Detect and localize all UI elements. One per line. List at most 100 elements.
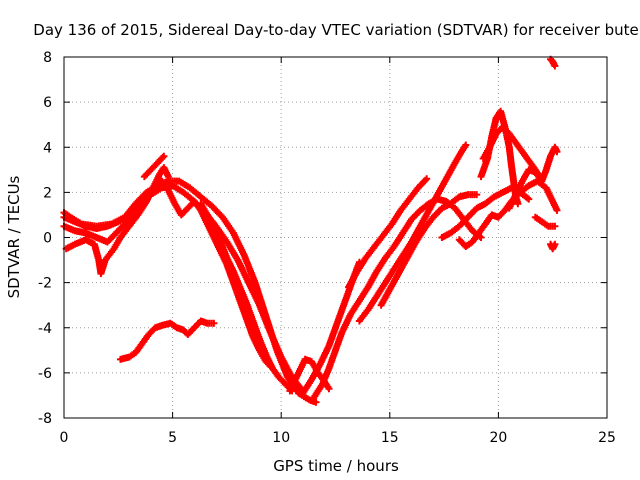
y-tick-label: -2 [38,276,52,292]
data-point [225,256,229,259]
data-point [449,202,452,205]
data-point [358,299,361,302]
data-point [206,213,209,217]
data-point [460,150,463,153]
data-point [84,225,87,228]
data-point [117,229,120,232]
data-point [99,272,103,275]
data-point [134,207,137,210]
y-tick-label: 0 [43,231,52,247]
data-point [310,378,313,381]
data-point [236,258,239,262]
data-point [340,308,344,311]
data-point [245,317,248,320]
data-point [167,188,170,192]
data-point [477,231,481,235]
data-point [445,177,448,180]
data-point [119,236,122,239]
x-tick-label: 5 [168,430,177,446]
data-point [160,324,163,327]
data-point [440,236,444,239]
grid [64,57,607,418]
data-point [327,367,331,370]
data-point [416,186,420,190]
data-point [225,240,229,244]
data-point [288,389,292,393]
data-point [327,387,331,390]
data-point [466,216,470,219]
data-point [397,272,400,275]
data-point [449,231,452,235]
data-point [492,195,496,199]
data-point [169,322,172,325]
y-tick-label: 2 [43,185,52,201]
data-point [73,243,77,246]
data-point [128,218,131,221]
data-point [366,285,370,289]
data-point [392,267,396,271]
data-point [425,177,428,180]
scatter-markers [116,317,218,363]
series-track-14 [377,191,481,309]
data-point [401,231,404,235]
data-point [128,355,131,359]
data-point [366,308,370,311]
data-point [212,227,216,230]
data-point [258,304,261,307]
y-tick-label: -6 [38,366,52,382]
data-point [182,328,185,332]
data-point [206,322,209,325]
data-point [238,285,242,289]
data-point [419,225,422,228]
data-point [65,247,68,250]
x-tick-label: 0 [60,430,69,446]
data-point [482,157,485,160]
data-point [340,331,344,334]
data-point [440,207,444,210]
data-point [503,209,507,212]
scatter-markers [531,213,559,230]
y-tick-label: 8 [43,50,52,66]
x-tick-label: 10 [272,430,290,446]
data-point [549,243,552,246]
data-point [149,168,153,171]
data-point [423,227,426,230]
data-point [458,225,461,228]
data-point [401,254,404,257]
data-point [349,313,352,316]
y-tick-label: 6 [43,95,52,111]
data-point [551,247,554,250]
data-point [180,213,183,217]
data-point [173,202,176,205]
y-tick-label: -4 [38,321,52,337]
data-point [303,358,307,361]
data-point [399,209,402,212]
data-point [390,222,394,226]
data-point [382,234,385,237]
data-point [269,331,272,334]
data-point [486,157,489,160]
data-point [219,240,222,244]
data-point [373,245,376,248]
data-point [243,254,246,257]
series-track-05 [140,152,168,181]
data-point [358,319,361,323]
data-point [521,150,524,153]
data-point [141,342,144,345]
data-point [512,179,515,183]
data-point [419,209,422,212]
scatter-markers [547,240,559,253]
data-point [258,349,261,352]
chart-title: Day 136 of 2015, Sidereal Day-to-day VTE… [33,21,638,39]
data-point [251,335,255,338]
data-point [277,376,281,379]
data-point [158,173,161,176]
data-point [128,213,131,217]
data-point [475,207,478,210]
data-point [490,213,494,217]
series-track-19 [505,143,561,212]
data-point [117,220,120,223]
series-track-22 [547,55,559,70]
data-point [475,193,478,196]
data-point [453,161,457,165]
